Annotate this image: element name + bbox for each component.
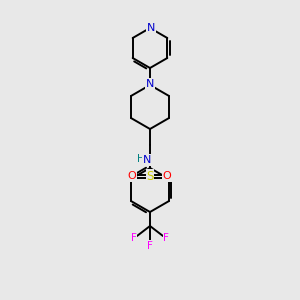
Text: N: N [146, 79, 154, 89]
Text: H: H [137, 154, 145, 164]
Text: F: F [163, 233, 169, 243]
Text: F: F [147, 241, 153, 251]
Text: O: O [163, 171, 171, 181]
Text: S: S [146, 169, 154, 182]
Text: N: N [143, 155, 151, 165]
Text: N: N [147, 23, 155, 33]
Text: F: F [131, 233, 137, 243]
Text: O: O [128, 171, 136, 181]
